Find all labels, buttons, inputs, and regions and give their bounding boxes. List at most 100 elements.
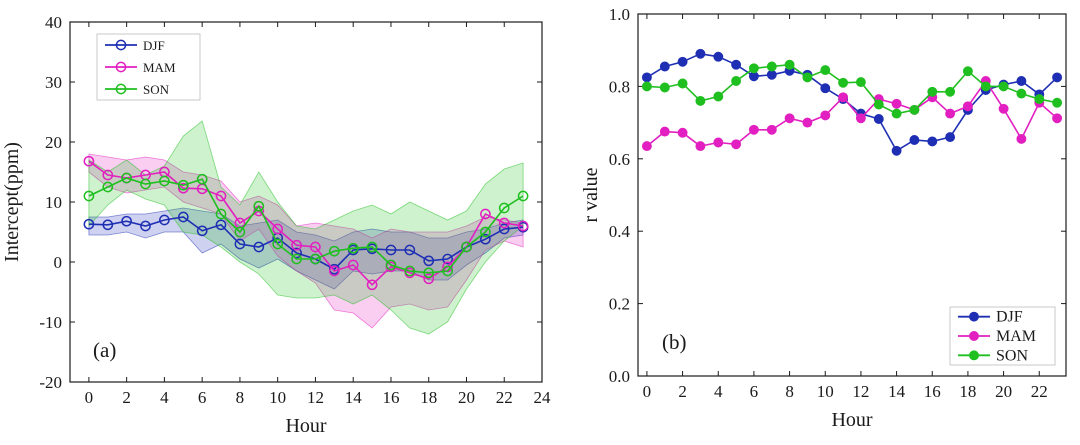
data-point-djf <box>196 225 208 237</box>
x-tick-label: 24 <box>534 388 552 407</box>
legend-label-mam: MAM <box>996 328 1036 345</box>
legend-marker <box>969 311 979 322</box>
data-point-mam <box>423 273 435 285</box>
data-point-mam <box>713 137 724 148</box>
x-tick-label: 0 <box>85 388 94 407</box>
data-point-mam <box>480 208 491 220</box>
data-point-son <box>177 179 189 191</box>
legend-marker <box>115 39 127 51</box>
data-point-mam <box>802 117 813 128</box>
data-point-djf <box>291 247 302 259</box>
data-point-son <box>234 226 246 238</box>
y-tick-label: 10 <box>45 193 62 212</box>
y-tick-label: 0 <box>54 253 63 272</box>
data-point-djf <box>909 135 920 145</box>
y-tick-label: 40 <box>45 13 62 32</box>
y-axis-label: Intercept(ppm) <box>1 142 23 262</box>
x-tick-label: 20 <box>458 388 475 407</box>
data-point-djf <box>498 223 510 235</box>
data-point-djf <box>873 114 884 124</box>
data-point-mam <box>83 155 95 167</box>
y-tick-label: 1.0 <box>609 5 630 24</box>
data-point-djf <box>713 51 724 62</box>
data-point-son <box>677 78 688 89</box>
data-point-son <box>366 241 378 253</box>
x-tick-label: 18 <box>420 388 437 407</box>
legend-label-son: SON <box>996 347 1028 364</box>
data-point-son <box>909 104 920 115</box>
data-point-son <box>404 265 416 277</box>
data-point-mam <box>731 139 742 150</box>
data-point-son <box>140 178 151 190</box>
data-point-mam <box>177 182 189 194</box>
data-point-mam <box>998 103 1009 114</box>
data-point-djf <box>891 145 902 156</box>
data-point-son <box>517 190 529 202</box>
data-point-mam <box>838 92 849 103</box>
data-point-mam <box>272 223 284 235</box>
data-point-son <box>328 245 340 257</box>
data-point-djf <box>83 218 95 230</box>
data-point-son <box>310 253 321 265</box>
data-point-son <box>838 77 849 88</box>
x-tick-label: 14 <box>888 382 906 401</box>
y-tick-label: 0.2 <box>609 295 630 314</box>
data-point-son <box>83 190 95 202</box>
data-point-djf <box>731 59 742 70</box>
data-point-mam <box>328 265 340 277</box>
x-tick-label: 6 <box>750 382 759 401</box>
y-tick-label: 30 <box>45 73 62 92</box>
data-point-mam <box>1052 113 1063 124</box>
data-point-mam <box>310 241 321 253</box>
x-tick-label: 22 <box>1031 382 1048 401</box>
x-tick-label: 16 <box>382 388 399 407</box>
series-line-djf <box>88 216 524 271</box>
x-tick-label: 12 <box>307 388 324 407</box>
data-point-mam <box>962 101 973 112</box>
data-point-djf <box>1052 72 1063 83</box>
data-point-mam <box>820 110 831 121</box>
legend-marker <box>115 61 127 73</box>
data-point-son <box>784 59 795 70</box>
legend-label-djf: DJF <box>143 38 165 53</box>
data-point-djf <box>385 244 397 256</box>
data-point-son <box>731 76 742 86</box>
data-point-djf <box>121 215 132 227</box>
x-tick-label: 8 <box>785 382 794 401</box>
data-point-djf <box>659 61 670 72</box>
legend-label-djf: DJF <box>996 309 1023 326</box>
data-point-son <box>855 77 866 88</box>
data-point-son <box>480 226 491 238</box>
data-point-mam <box>641 141 652 152</box>
data-point-mam <box>784 113 795 124</box>
x-axis-label: Hour <box>831 409 872 431</box>
y-tick-label: 20 <box>45 133 62 152</box>
data-point-son <box>196 173 208 185</box>
data-point-son <box>998 81 1009 92</box>
data-point-djf <box>695 48 706 59</box>
data-point-mam <box>215 190 227 202</box>
data-point-djf <box>253 241 265 253</box>
data-point-mam <box>748 124 759 135</box>
data-point-mam <box>366 279 378 291</box>
data-point-mam <box>659 126 670 137</box>
data-point-son <box>802 72 813 83</box>
data-point-mam <box>677 127 688 138</box>
data-point-djf <box>140 220 151 232</box>
data-point-son <box>695 95 706 106</box>
x-axis-label: Hour <box>285 415 326 437</box>
data-point-son <box>748 63 759 74</box>
legend-label-son: SON <box>143 82 170 97</box>
x-tick-label: 14 <box>345 388 363 407</box>
x-tick-label: 20 <box>995 382 1012 401</box>
data-point-son <box>641 81 652 92</box>
x-tick-label: 22 <box>496 388 513 407</box>
data-point-son <box>423 267 435 279</box>
data-point-son <box>442 265 453 277</box>
data-point-mam <box>498 217 510 229</box>
data-point-son <box>980 81 991 92</box>
data-point-son <box>215 208 227 220</box>
data-point-djf <box>927 136 938 147</box>
data-point-mam <box>855 113 866 124</box>
